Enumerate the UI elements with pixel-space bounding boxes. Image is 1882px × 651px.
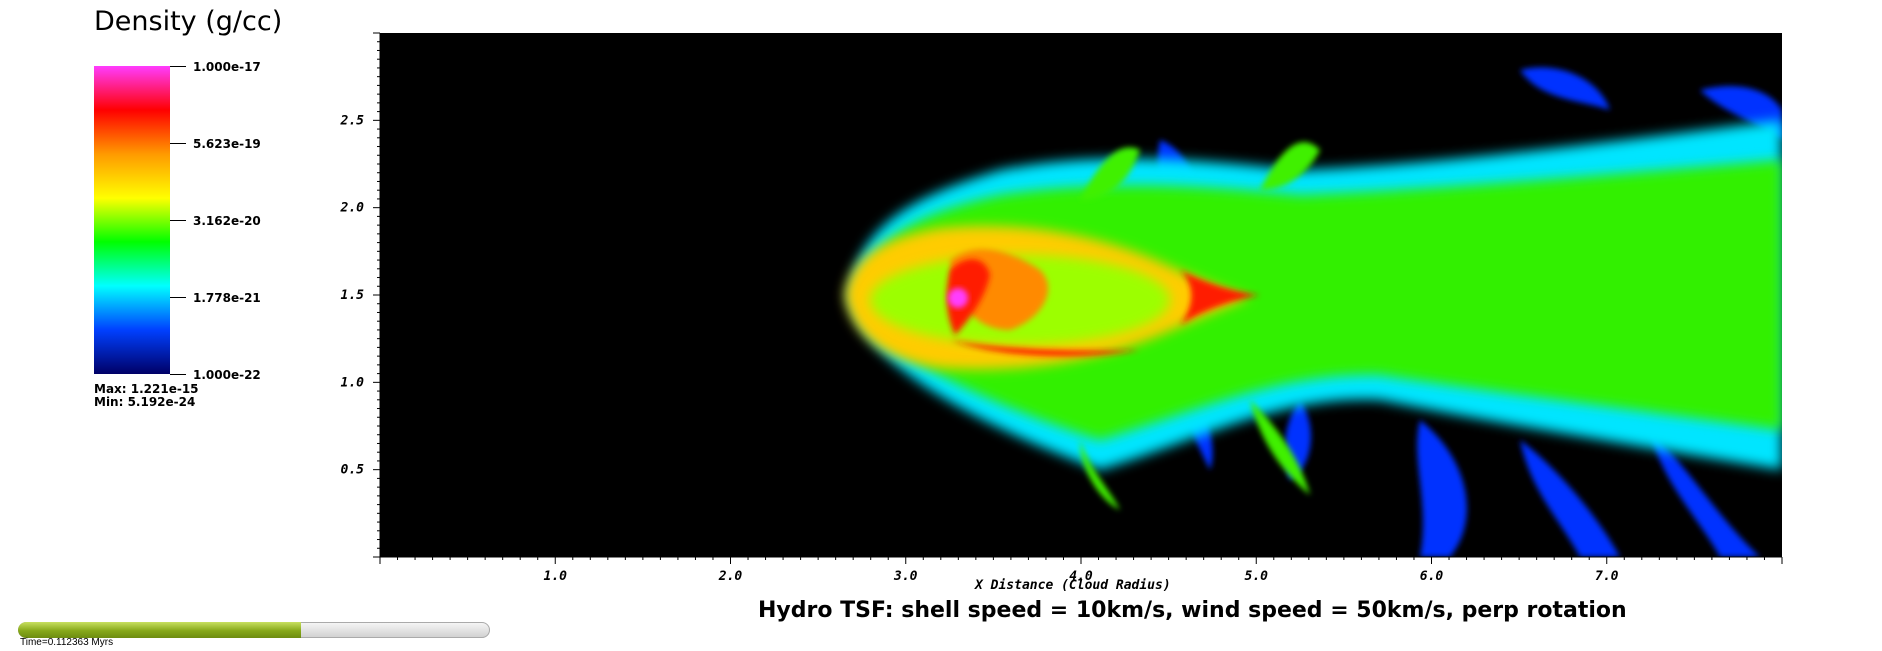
x-tick-label: 4.0 (1069, 569, 1093, 584)
min-label: Min: 5.192e-24 (94, 395, 196, 409)
colorbar-tick (170, 220, 186, 221)
x-tick-label: 7.0 (1595, 569, 1619, 584)
time-progress-fill (18, 622, 302, 638)
colorbar-label: 3.162e-20 (193, 214, 261, 228)
density-field (845, 67, 1782, 557)
chart-title: Hydro TSF: shell speed = 10km/s, wind sp… (758, 598, 1627, 623)
colorbar-tick (170, 374, 186, 375)
colorbar-label: 1.000e-17 (193, 60, 261, 74)
colorbar (94, 66, 170, 374)
time-label: Time=0.112363 Myrs (20, 637, 114, 648)
y-tick-label: 1.0 (341, 375, 365, 390)
x-tick-label: 2.0 (718, 569, 743, 584)
y-tick-label: 0.5 (341, 463, 365, 478)
dense-core (948, 288, 968, 308)
x-tick-label: 3.0 (893, 569, 918, 584)
max-label: Max: 1.221e-15 (94, 382, 199, 396)
y-ticks: 0.5 1.0 1.5 2.0 2.5 (340, 32, 380, 558)
colorbar-tick (170, 297, 186, 298)
colorbar-tick (170, 143, 186, 144)
colorbar-tick (170, 66, 186, 67)
green-fingers (1080, 142, 1320, 510)
x-axis-label: X Distance (Cloud Radius) (975, 578, 1171, 593)
colorbar-label: 5.623e-19 (193, 137, 261, 151)
green-body (858, 160, 1782, 440)
time-progress-bar (18, 622, 490, 638)
y-tick-label: 2.5 (340, 113, 365, 128)
x-tick-label: 5.0 (1245, 569, 1269, 584)
y-tick-label: 1.5 (341, 288, 365, 303)
legend-title: Density (g/cc) (94, 6, 283, 37)
colorbar-label: 1.000e-22 (193, 368, 261, 382)
x-tick-label: 1.0 (544, 569, 568, 584)
x-tick-label: 6.0 (1420, 569, 1444, 584)
high-density-shocks (946, 259, 1260, 356)
y-tick-label: 2.0 (340, 201, 365, 216)
colorbar-label: 1.778e-21 (193, 291, 261, 305)
